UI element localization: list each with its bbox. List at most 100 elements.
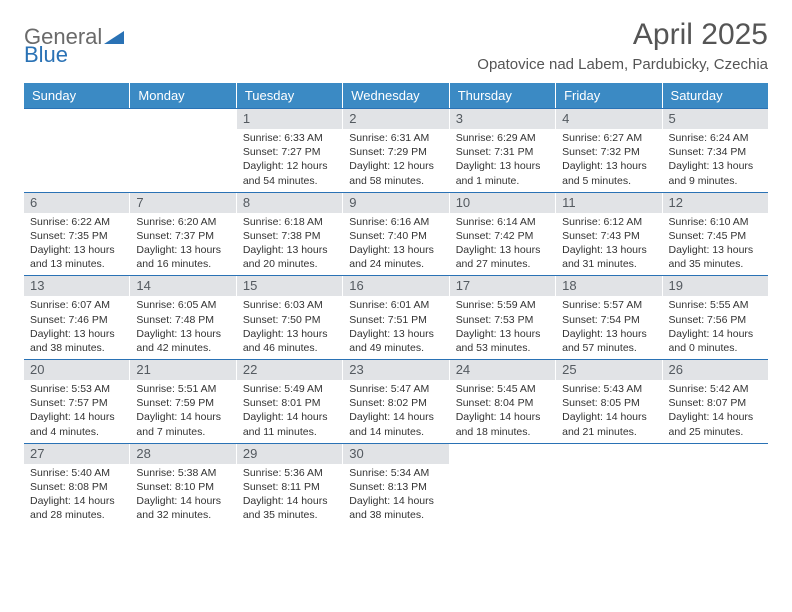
day-number: 23 (343, 360, 448, 380)
cell-body: Sunrise: 6:27 AMSunset: 7:32 PMDaylight:… (556, 129, 661, 192)
daylight-text: Daylight: 12 hours and 54 minutes. (243, 159, 336, 187)
day-number: 15 (237, 276, 342, 296)
cell-body: Sunrise: 6:03 AMSunset: 7:50 PMDaylight:… (237, 296, 342, 359)
cell-body: Sunrise: 5:49 AMSunset: 8:01 PMDaylight:… (237, 380, 342, 443)
day-number: 11 (556, 193, 661, 213)
daylight-text: Daylight: 13 hours and 35 minutes. (669, 243, 762, 271)
daylight-text: Daylight: 14 hours and 21 minutes. (562, 410, 655, 438)
sunset-text: Sunset: 7:42 PM (456, 229, 549, 243)
calendar-cell: 13Sunrise: 6:07 AMSunset: 7:46 PMDayligh… (24, 276, 130, 359)
calendar-cell: 24Sunrise: 5:45 AMSunset: 8:04 PMDayligh… (450, 360, 556, 443)
cell-body: Sunrise: 6:33 AMSunset: 7:27 PMDaylight:… (237, 129, 342, 192)
sunset-text: Sunset: 8:01 PM (243, 396, 336, 410)
daylight-text: Daylight: 13 hours and 31 minutes. (562, 243, 655, 271)
cell-body: Sunrise: 5:38 AMSunset: 8:10 PMDaylight:… (130, 464, 235, 527)
sunrise-text: Sunrise: 6:10 AM (669, 215, 762, 229)
sunset-text: Sunset: 7:54 PM (562, 313, 655, 327)
cell-body: Sunrise: 6:20 AMSunset: 7:37 PMDaylight:… (130, 213, 235, 276)
cell-body: Sunrise: 6:14 AMSunset: 7:42 PMDaylight:… (450, 213, 555, 276)
week-row: 6Sunrise: 6:22 AMSunset: 7:35 PMDaylight… (24, 192, 768, 276)
day-number: 20 (24, 360, 129, 380)
day-number: 28 (130, 444, 235, 464)
day-number (663, 444, 768, 464)
day-number: 12 (663, 193, 768, 213)
day-header-row: Sunday Monday Tuesday Wednesday Thursday… (24, 83, 768, 108)
dayhead-sat: Saturday (663, 83, 768, 108)
cell-body: Sunrise: 6:10 AMSunset: 7:45 PMDaylight:… (663, 213, 768, 276)
day-number (556, 444, 661, 464)
dayhead-tue: Tuesday (237, 83, 343, 108)
week-row: 1Sunrise: 6:33 AMSunset: 7:27 PMDaylight… (24, 108, 768, 192)
cell-body: Sunrise: 6:16 AMSunset: 7:40 PMDaylight:… (343, 213, 448, 276)
sunrise-text: Sunrise: 6:27 AM (562, 131, 655, 145)
cell-body: Sunrise: 5:55 AMSunset: 7:56 PMDaylight:… (663, 296, 768, 359)
day-number: 21 (130, 360, 235, 380)
sunset-text: Sunset: 7:56 PM (669, 313, 762, 327)
sunrise-text: Sunrise: 5:34 AM (349, 466, 442, 480)
sunset-text: Sunset: 8:10 PM (136, 480, 229, 494)
logo-word2: Blue (24, 42, 68, 68)
day-number (130, 109, 235, 129)
calendar-cell (663, 444, 768, 527)
sunrise-text: Sunrise: 5:36 AM (243, 466, 336, 480)
calendar-cell: 14Sunrise: 6:05 AMSunset: 7:48 PMDayligh… (130, 276, 236, 359)
sunrise-text: Sunrise: 5:45 AM (456, 382, 549, 396)
daylight-text: Daylight: 13 hours and 46 minutes. (243, 327, 336, 355)
cell-body: Sunrise: 6:29 AMSunset: 7:31 PMDaylight:… (450, 129, 555, 192)
calendar-cell: 4Sunrise: 6:27 AMSunset: 7:32 PMDaylight… (556, 109, 662, 192)
calendar-cell: 26Sunrise: 5:42 AMSunset: 8:07 PMDayligh… (663, 360, 768, 443)
cell-body: Sunrise: 6:31 AMSunset: 7:29 PMDaylight:… (343, 129, 448, 192)
calendar-cell: 7Sunrise: 6:20 AMSunset: 7:37 PMDaylight… (130, 193, 236, 276)
cell-body: Sunrise: 5:53 AMSunset: 7:57 PMDaylight:… (24, 380, 129, 443)
sunset-text: Sunset: 8:04 PM (456, 396, 549, 410)
sunrise-text: Sunrise: 6:29 AM (456, 131, 549, 145)
sunrise-text: Sunrise: 5:43 AM (562, 382, 655, 396)
cell-body: Sunrise: 6:05 AMSunset: 7:48 PMDaylight:… (130, 296, 235, 359)
sunrise-text: Sunrise: 6:33 AM (243, 131, 336, 145)
calendar-cell: 29Sunrise: 5:36 AMSunset: 8:11 PMDayligh… (237, 444, 343, 527)
sunset-text: Sunset: 7:35 PM (30, 229, 123, 243)
daylight-text: Daylight: 13 hours and 13 minutes. (30, 243, 123, 271)
day-number: 29 (237, 444, 342, 464)
calendar-cell: 6Sunrise: 6:22 AMSunset: 7:35 PMDaylight… (24, 193, 130, 276)
daylight-text: Daylight: 12 hours and 58 minutes. (349, 159, 442, 187)
calendar-cell: 17Sunrise: 5:59 AMSunset: 7:53 PMDayligh… (450, 276, 556, 359)
daylight-text: Daylight: 14 hours and 28 minutes. (30, 494, 123, 522)
cell-body: Sunrise: 5:57 AMSunset: 7:54 PMDaylight:… (556, 296, 661, 359)
calendar-cell: 2Sunrise: 6:31 AMSunset: 7:29 PMDaylight… (343, 109, 449, 192)
daylight-text: Daylight: 14 hours and 11 minutes. (243, 410, 336, 438)
sunrise-text: Sunrise: 6:01 AM (349, 298, 442, 312)
daylight-text: Daylight: 13 hours and 53 minutes. (456, 327, 549, 355)
daylight-text: Daylight: 14 hours and 32 minutes. (136, 494, 229, 522)
daylight-text: Daylight: 13 hours and 1 minute. (456, 159, 549, 187)
sunrise-text: Sunrise: 6:12 AM (562, 215, 655, 229)
calendar-cell: 10Sunrise: 6:14 AMSunset: 7:42 PMDayligh… (450, 193, 556, 276)
cell-body: Sunrise: 5:42 AMSunset: 8:07 PMDaylight:… (663, 380, 768, 443)
daylight-text: Daylight: 14 hours and 18 minutes. (456, 410, 549, 438)
cell-body: Sunrise: 5:40 AMSunset: 8:08 PMDaylight:… (24, 464, 129, 527)
sunrise-text: Sunrise: 5:53 AM (30, 382, 123, 396)
week-row: 13Sunrise: 6:07 AMSunset: 7:46 PMDayligh… (24, 275, 768, 359)
calendar-cell: 20Sunrise: 5:53 AMSunset: 7:57 PMDayligh… (24, 360, 130, 443)
cell-body: Sunrise: 5:45 AMSunset: 8:04 PMDaylight:… (450, 380, 555, 443)
cell-body (130, 129, 235, 135)
week-row: 27Sunrise: 5:40 AMSunset: 8:08 PMDayligh… (24, 443, 768, 527)
daylight-text: Daylight: 14 hours and 38 minutes. (349, 494, 442, 522)
cell-body (556, 464, 661, 470)
sunset-text: Sunset: 7:50 PM (243, 313, 336, 327)
cell-body: Sunrise: 5:47 AMSunset: 8:02 PMDaylight:… (343, 380, 448, 443)
calendar-cell: 19Sunrise: 5:55 AMSunset: 7:56 PMDayligh… (663, 276, 768, 359)
calendar-cell: 22Sunrise: 5:49 AMSunset: 8:01 PMDayligh… (237, 360, 343, 443)
daylight-text: Daylight: 14 hours and 25 minutes. (669, 410, 762, 438)
sunrise-text: Sunrise: 5:57 AM (562, 298, 655, 312)
day-number (24, 109, 129, 129)
daylight-text: Daylight: 14 hours and 7 minutes. (136, 410, 229, 438)
sunset-text: Sunset: 7:27 PM (243, 145, 336, 159)
day-number: 26 (663, 360, 768, 380)
daylight-text: Daylight: 14 hours and 14 minutes. (349, 410, 442, 438)
cell-body: Sunrise: 6:24 AMSunset: 7:34 PMDaylight:… (663, 129, 768, 192)
day-number: 10 (450, 193, 555, 213)
sunset-text: Sunset: 7:37 PM (136, 229, 229, 243)
day-number: 3 (450, 109, 555, 129)
day-number: 5 (663, 109, 768, 129)
